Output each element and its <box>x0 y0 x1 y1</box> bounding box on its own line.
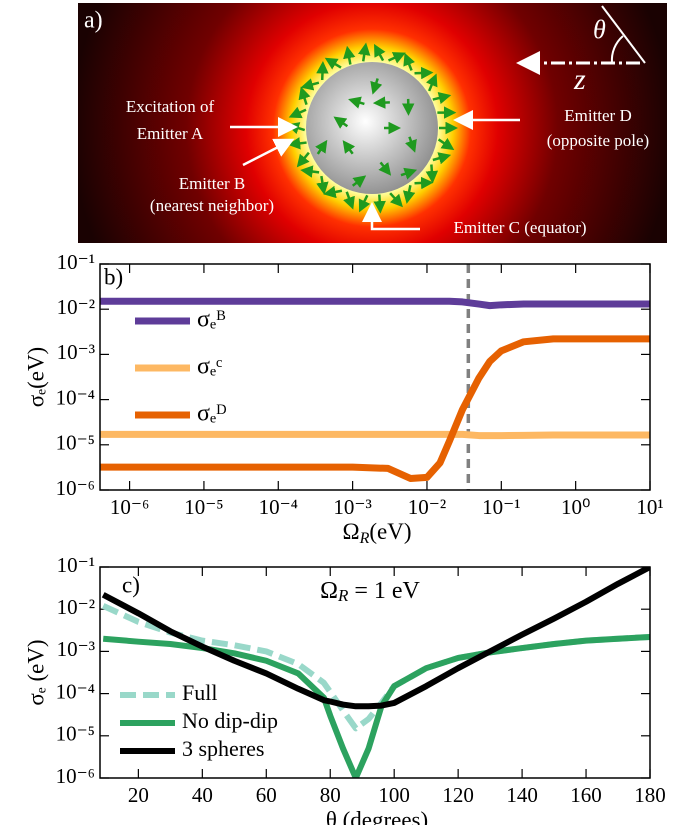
dipole <box>293 143 307 145</box>
series-line <box>100 301 650 305</box>
legend-label: σₑᶜ <box>197 354 222 380</box>
angle-symbol: θ <box>593 15 606 44</box>
dipole <box>415 73 429 74</box>
annotation-subscript: R <box>337 586 349 605</box>
x-axis-label: ΩR(eV) <box>342 519 411 546</box>
charts: 10⁻⁶ 10⁻⁵ 10⁻⁴ 10⁻³ 10⁻² 10⁻¹ 10⁻⁶ 10⁻⁵ 10⁻⁴ 10⁻³… <box>23 250 665 825</box>
label-unit: (eV) <box>369 519 411 544</box>
legend-label: No dip-dip <box>182 708 278 733</box>
annotation: Excitation of <box>126 97 215 116</box>
y-tick-label: 10⁻¹ <box>57 250 95 274</box>
dipole <box>415 183 429 184</box>
annotation-symbol: Ω <box>320 578 338 604</box>
x-tick-label: 10⁻⁴ <box>259 495 298 519</box>
x-tick-label: 20 <box>128 783 149 807</box>
annotation: Emitter D <box>564 106 632 125</box>
x-tick-label: 140 <box>506 783 538 807</box>
y-tick-label: 10⁻⁶ <box>56 764 95 788</box>
chart-panel: 10⁻⁶ 10⁻⁵ 10⁻⁴ 10⁻³ 10⁻² 10⁻¹ 20 40 60 80 100 120 14… <box>23 553 665 825</box>
annotation: Emitter B <box>179 174 246 193</box>
x-tick-label: 80 <box>320 783 341 807</box>
y-tick-label: 10⁻⁵ <box>56 431 95 455</box>
y-tick-label: 10⁻² <box>57 295 95 319</box>
x-tick-label: 40 <box>192 783 213 807</box>
series-line <box>100 434 650 435</box>
y-tick-label: 10⁻⁴ <box>56 679 95 703</box>
panel-label: c) <box>122 572 140 597</box>
x-tick-label: 10⁻² <box>408 495 446 519</box>
dipole <box>322 66 323 80</box>
x-tick-label: 10¹ <box>636 495 663 519</box>
legend-label: 3 spheres <box>182 736 264 761</box>
label-subscript: R <box>359 530 370 547</box>
dipole <box>379 195 380 209</box>
x-tick-label: 100 <box>378 783 410 807</box>
dipole <box>431 165 432 179</box>
axis-symbol: z <box>573 63 586 96</box>
panel-label: b) <box>104 264 123 289</box>
illustration: a) Excitation of Emitter A Emitter B (ne… <box>78 3 667 243</box>
x-tick-label: 10⁻⁵ <box>184 495 223 519</box>
y-axis-label: σₑ (eV) <box>23 639 48 705</box>
x-tick-label: 10⁻¹ <box>482 495 520 519</box>
series-line <box>100 339 650 479</box>
annotation: (opposite pole) <box>547 131 649 150</box>
figure: a) Excitation of Emitter A Emitter B (ne… <box>0 0 689 825</box>
dipole <box>305 171 319 173</box>
y-tick-label: 10⁻¹ <box>57 553 95 577</box>
legend-label: Full <box>182 680 217 705</box>
y-tick-label: 10⁻² <box>57 595 95 619</box>
annotation: (nearest neighbor) <box>150 196 274 215</box>
label-symbol: Ω <box>342 519 359 544</box>
x-tick-label: 10⁰ <box>561 495 590 519</box>
y-tick-label: 10⁻⁴ <box>56 385 95 409</box>
y-tick-label: 10⁻³ <box>57 340 95 364</box>
y-axis-label: σₑ(eV) <box>23 347 48 407</box>
nanosphere <box>306 62 438 194</box>
chart-panel: 10⁻⁶ 10⁻⁵ 10⁻⁴ 10⁻³ 10⁻² 10⁻¹ 10⁻⁶ 10⁻⁵ 10⁻⁴ 10⁻³… <box>23 250 663 547</box>
legend-label: σₑᴰ <box>197 401 226 427</box>
annotation: Emitter A <box>137 124 204 143</box>
x-tick-label: 160 <box>570 783 602 807</box>
annotation-text: = 1 eV <box>348 578 420 604</box>
x-tick-label: 60 <box>256 783 277 807</box>
x-tick-label: 10⁻³ <box>333 495 371 519</box>
panel-label: a) <box>84 8 103 34</box>
x-tick-label: 120 <box>442 783 474 807</box>
y-tick-label: 10⁻⁵ <box>56 722 95 746</box>
annotation: ΩR = 1 eV <box>320 578 420 605</box>
x-axis-label: θ (degrees) <box>326 807 428 825</box>
y-tick-label: 10⁻⁶ <box>56 476 95 500</box>
x-tick-label: 10⁻⁶ <box>110 495 149 519</box>
y-tick-label: 10⁻³ <box>57 637 95 661</box>
annotation: Emitter C (equator) <box>453 218 586 237</box>
x-tick-label: 180 <box>634 783 666 807</box>
legend-label: σₑᴮ <box>197 307 226 333</box>
